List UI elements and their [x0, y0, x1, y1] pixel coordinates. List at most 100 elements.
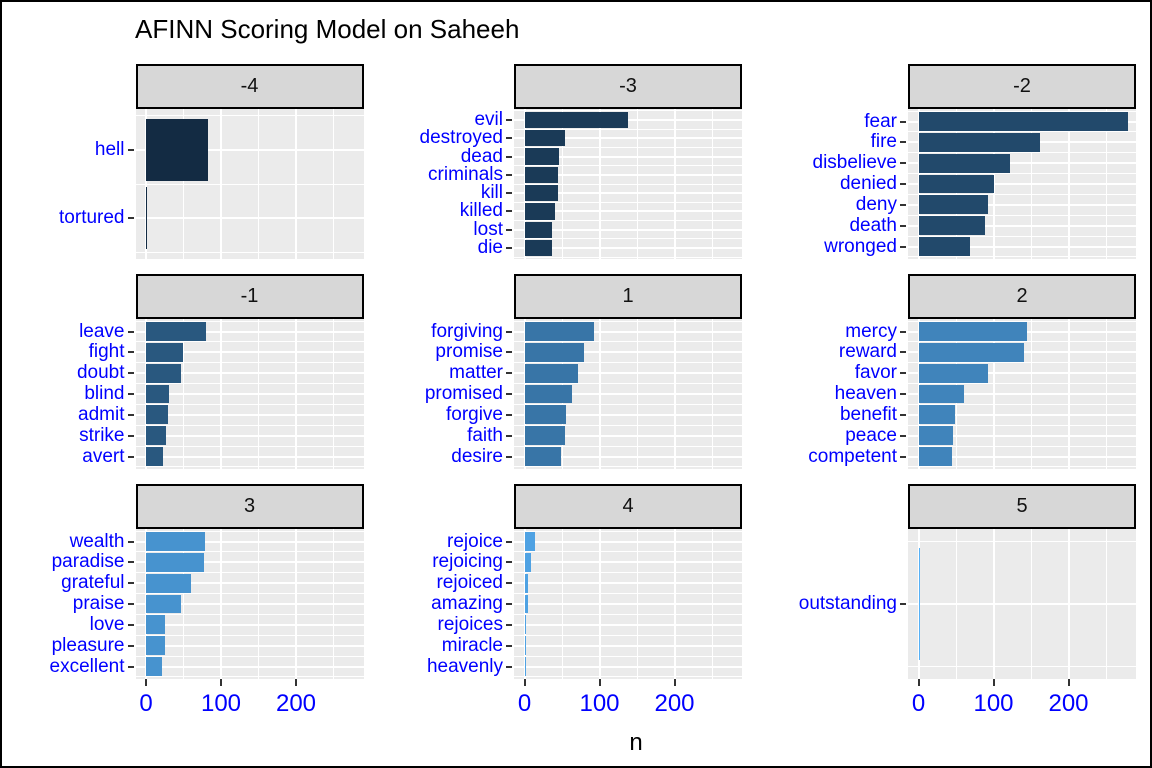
bar-doubt	[146, 363, 181, 383]
chart-title: AFINN Scoring Model on Saheeh	[135, 14, 520, 44]
gridline-minor-y	[908, 445, 1136, 447]
y-axis-tick	[506, 455, 512, 458]
y-axis-label-doubt: doubt	[76, 362, 125, 384]
y-axis-label-avert: avert	[82, 445, 125, 467]
bar-blind	[146, 384, 169, 404]
gridline-minor-y	[135, 403, 364, 405]
gridline-major-y	[135, 434, 364, 437]
facet-panel	[135, 529, 364, 679]
bar-faith	[524, 426, 565, 446]
gridline-minor-y	[908, 403, 1136, 405]
y-axis-tick	[900, 141, 906, 144]
y-axis-label-faith: faith	[467, 424, 503, 446]
gridline-minor-y	[514, 128, 742, 130]
bar-paradise	[146, 552, 204, 572]
y-axis-tick	[506, 623, 512, 626]
x-axis-tick	[992, 679, 995, 686]
gridline-minor-y	[135, 572, 364, 574]
gridline-major-y	[135, 351, 364, 354]
gridline-minor-y	[135, 466, 364, 468]
y-axis-tick	[900, 245, 906, 248]
gridline-minor-y	[514, 165, 742, 167]
y-axis-label-peace: peace	[845, 424, 897, 446]
bar-amazing	[524, 594, 529, 614]
y-axis-tick	[506, 173, 512, 176]
y-axis-label-die: die	[477, 237, 503, 259]
bar-fight	[146, 342, 183, 362]
gridline-major-y	[514, 393, 742, 395]
y-axis-label-heaven: heaven	[834, 383, 897, 404]
y-axis-tick	[506, 330, 512, 333]
y-axis-label-reward: reward	[838, 341, 897, 363]
y-axis-tick	[900, 183, 906, 185]
gridline-minor-y	[514, 613, 742, 615]
gridline-minor-y	[135, 115, 364, 117]
bar-heavenly	[524, 657, 526, 676]
gridline-minor-y	[514, 403, 742, 405]
gridline-minor-y	[135, 655, 364, 657]
gridline-major-y	[514, 665, 742, 668]
y-axis-tick	[900, 203, 906, 206]
gridline-minor-y	[135, 383, 364, 385]
gridline-major-y	[514, 118, 742, 121]
y-axis-tick	[127, 561, 134, 564]
y-axis-tick	[127, 413, 134, 416]
gridline-minor-y	[135, 251, 364, 253]
y-axis-label-rejoicing: rejoicing	[432, 551, 503, 573]
y-axis-tick	[506, 118, 512, 121]
y-axis-tick	[900, 351, 906, 354]
y-axis-label-disbelieve: disbelieve	[812, 152, 898, 174]
gridline-major-y	[514, 247, 742, 250]
x-axis-tick-label: 200	[654, 690, 695, 717]
facet-strip: 5	[908, 484, 1136, 529]
bar-heaven	[918, 384, 965, 404]
y-axis-label-rejoiced: rejoiced	[436, 572, 503, 594]
bar-tortured	[146, 187, 147, 249]
x-axis-tick-label: 100	[579, 690, 620, 717]
bar-wealth	[146, 532, 205, 551]
bar-evil	[524, 111, 628, 129]
facet-strip: 4	[514, 484, 742, 529]
gridline-major-y	[514, 155, 742, 158]
y-axis-label-competent: competent	[808, 445, 897, 467]
y-axis-tick	[127, 372, 134, 375]
bar-love	[146, 615, 165, 635]
y-axis-tick	[127, 582, 134, 585]
gridline-minor-y	[135, 593, 364, 595]
bar-reward	[918, 342, 1025, 362]
y-axis-tick	[127, 217, 134, 220]
gridline-minor-y	[514, 110, 742, 112]
x-axis-tick	[598, 679, 601, 686]
gridline-major-y	[514, 603, 742, 605]
y-axis-tick	[506, 351, 512, 354]
y-axis-label-strike: strike	[79, 424, 125, 446]
facet-panel	[908, 109, 1136, 259]
bar-death	[918, 216, 985, 236]
y-axis-label-desire: desire	[451, 445, 503, 467]
facet-strip: 2	[908, 274, 1136, 319]
gridline-major-y	[135, 540, 364, 543]
gridline-minor-y	[908, 466, 1136, 468]
gridline-minor-y	[908, 541, 1136, 542]
y-axis-tick	[900, 330, 906, 333]
gridline-minor-y	[135, 551, 364, 553]
y-axis-label-lost: lost	[473, 218, 503, 240]
y-axis-label-forgiving: forgiving	[431, 320, 503, 342]
gridline-minor-y	[908, 214, 1136, 216]
gridline-major-y	[135, 413, 364, 416]
gridline-major-y	[135, 665, 364, 668]
y-axis-label-miracle: miracle	[441, 634, 503, 656]
bar-leave	[146, 322, 206, 341]
y-axis-tick	[506, 413, 512, 416]
gridline-major-y	[908, 372, 1136, 375]
gridline-major-y	[135, 148, 364, 151]
bar-rejoicing	[524, 552, 532, 572]
y-axis-label-killed: killed	[459, 200, 503, 222]
facet-panel	[514, 319, 742, 469]
y-axis-tick	[506, 247, 512, 250]
y-axis-label-fear: fear	[864, 110, 897, 132]
bar-dead	[524, 148, 559, 165]
y-axis-label-dead: dead	[460, 145, 503, 167]
bar-killed	[524, 203, 555, 220]
bar-matter	[524, 363, 578, 383]
